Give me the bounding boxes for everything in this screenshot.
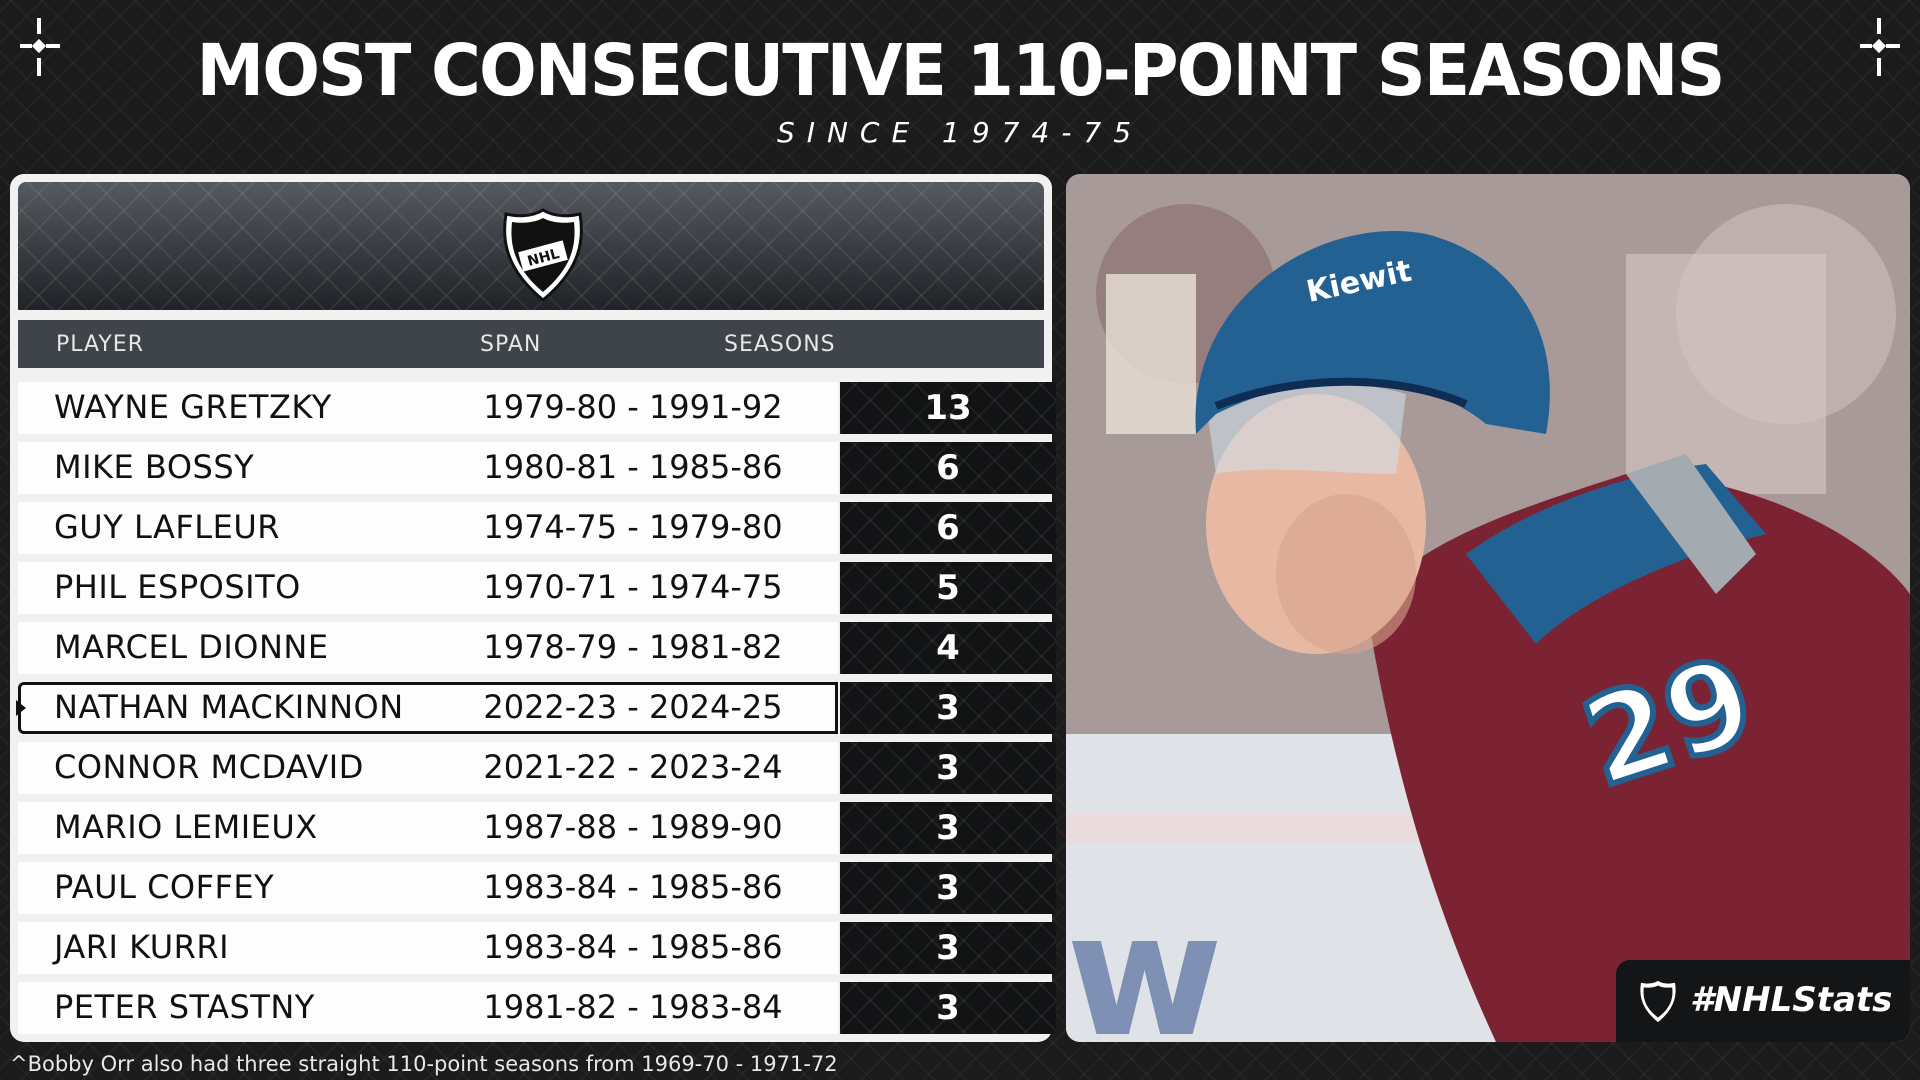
column-header-player: PLAYER — [56, 332, 144, 357]
row-background — [18, 922, 838, 974]
corner-ornament-right — [1860, 18, 1900, 76]
footnote: ^Bobby Orr also had three straight 110-p… — [10, 1052, 838, 1076]
player-name: CONNOR MCDAVID — [54, 748, 364, 786]
player-photo-illustration: w 29 Kiewit — [1066, 174, 1910, 1042]
table-row: JARI KURRI 1983-84 - 1985-86 3 — [18, 920, 1056, 974]
row-background — [18, 802, 838, 854]
player-photo: w 29 Kiewit — [1066, 174, 1910, 1042]
hashtag-label: #NHLStats — [1690, 980, 1893, 1020]
player-name: JARI KURRI — [54, 928, 230, 966]
table-row-highlighted: NATHAN MACKINNON 2022-23 - 2024-25 3 — [16, 680, 1056, 734]
table-row: WAYNE GRETZKY 1979-80 - 1991-92 13 — [18, 380, 1056, 434]
table-row: MARIO LEMIEUX 1987-88 - 1989-90 3 — [18, 800, 1056, 854]
table-column-header: PLAYER SPAN SEASONS — [18, 320, 1044, 368]
span-cell: 1974-75 - 1979-80 — [483, 508, 783, 546]
player-name: PHIL ESPOSITO — [54, 568, 301, 606]
player-name: WAYNE GRETZKY — [54, 388, 332, 426]
nhl-shield-logo: NHL — [503, 208, 583, 302]
span-cell: 1978-79 - 1981-82 — [483, 628, 783, 666]
table-header-band: NHL — [18, 182, 1044, 310]
table-row: GUY LAFLEUR 1974-75 - 1979-80 6 — [18, 500, 1056, 554]
seasons-cell: 4 — [840, 622, 1056, 674]
row-background — [18, 382, 838, 434]
rink-board-text: w — [1066, 877, 1223, 1042]
seasons-cell: 3 — [840, 742, 1056, 794]
row-background — [18, 502, 838, 554]
span-cell: 1980-81 - 1985-86 — [483, 448, 783, 486]
player-name: MIKE BOSSY — [54, 448, 255, 486]
table-row: PETER STASTNY 1981-82 - 1983-84 3 — [18, 980, 1056, 1034]
seasons-cell: 6 — [840, 502, 1056, 554]
seasons-cell: 13 — [840, 382, 1056, 434]
span-cell: 2021-22 - 2023-24 — [483, 748, 783, 786]
player-name: NATHAN MACKINNON — [54, 688, 404, 726]
column-header-seasons: SEASONS — [724, 332, 836, 357]
nhl-shield-small-icon — [1640, 980, 1676, 1023]
page-subtitle: SINCE 1974-75 — [776, 116, 1144, 149]
seasons-cell: 6 — [840, 442, 1056, 494]
table-row: MARCEL DIONNE 1978-79 - 1981-82 4 — [18, 620, 1056, 674]
seasons-cell: 3 — [840, 862, 1056, 914]
row-background — [18, 442, 838, 494]
span-cell: 1981-82 - 1983-84 — [483, 988, 783, 1026]
seasons-cell: 3 — [840, 802, 1056, 854]
table-row: MIKE BOSSY 1980-81 - 1985-86 6 — [18, 440, 1056, 494]
table-row: CONNOR MCDAVID 2021-22 - 2023-24 3 — [18, 740, 1056, 794]
column-header-span: SPAN — [480, 332, 542, 357]
row-background — [18, 562, 838, 614]
span-cell: 1983-84 - 1985-86 — [483, 868, 783, 906]
span-cell: 2022-23 - 2024-25 — [483, 688, 783, 726]
nhl-stats-badge: #NHLStats — [1616, 960, 1910, 1042]
table-row: PHIL ESPOSITO 1970-71 - 1974-75 5 — [18, 560, 1056, 614]
player-name: GUY LAFLEUR — [54, 508, 280, 546]
row-background — [18, 622, 838, 674]
row-background — [18, 862, 838, 914]
highlight-arrow-icon — [16, 700, 26, 716]
row-background — [18, 742, 838, 794]
table-row: PAUL COFFEY 1983-84 - 1985-86 3 — [18, 860, 1056, 914]
player-name: PETER STASTNY — [54, 988, 315, 1026]
seasons-cell: 3 — [840, 922, 1056, 974]
page-title: MOST CONSECUTIVE 110-POINT SEASONS — [196, 30, 1726, 113]
player-name: MARIO LEMIEUX — [54, 808, 318, 846]
seasons-cell: 3 — [840, 682, 1056, 734]
row-background — [18, 982, 838, 1034]
span-cell: 1979-80 - 1991-92 — [483, 388, 783, 426]
player-name: PAUL COFFEY — [54, 868, 275, 906]
span-cell: 1987-88 - 1989-90 — [483, 808, 783, 846]
row-background — [18, 682, 838, 734]
seasons-cell: 3 — [840, 982, 1056, 1034]
corner-ornament-left — [20, 18, 60, 76]
player-name: MARCEL DIONNE — [54, 628, 329, 666]
seasons-cell: 5 — [840, 562, 1056, 614]
span-cell: 1970-71 - 1974-75 — [483, 568, 783, 606]
span-cell: 1983-84 - 1985-86 — [483, 928, 783, 966]
stats-table-panel: NHL PLAYER SPAN SEASONS WAYNE GRETZKY 19… — [10, 174, 1056, 1042]
